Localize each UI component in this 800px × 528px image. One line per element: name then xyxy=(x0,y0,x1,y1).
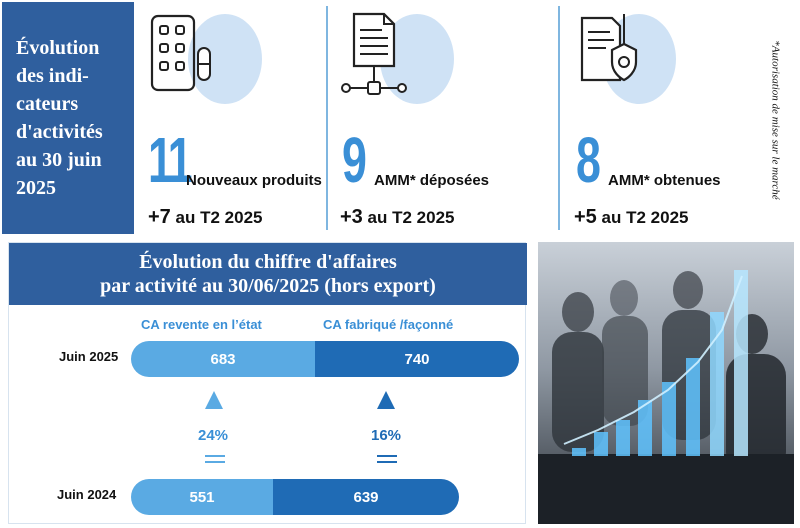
amm-obtained-number: 8 xyxy=(576,124,601,196)
amm-footnote-text: *Autorisation de mise sur le marché xyxy=(770,40,783,200)
amm-obtained-delta-prefix: +5 xyxy=(574,206,597,228)
amm-footnote: *Autorisation de mise sur le marché xyxy=(756,8,796,232)
new-products-number: 11 xyxy=(148,124,193,196)
business-growth-chart-icon xyxy=(538,270,794,524)
new-products-label: Nouveaux produits xyxy=(186,172,322,189)
amm-obtained-delta-suffix: au T2 2025 xyxy=(596,208,689,227)
revenue-by-activity-panel: Évolution du chiffre d'affaires par acti… xyxy=(8,242,527,524)
legend-manufactured: CA fabriqué /façonné xyxy=(323,317,454,332)
year-label-2025: Juin 2025 xyxy=(59,349,119,364)
stat-amm-obtained: 8 AMM* obtenues +5 au T2 2025 xyxy=(566,6,750,230)
equals-line xyxy=(205,455,225,457)
equals-line xyxy=(377,461,397,463)
stat-new-products: 11 Nouveaux produits +7 au T2 2025 xyxy=(142,6,328,230)
amm-filed-delta: +3 au T2 2025 xyxy=(340,206,454,229)
revenue-panel-header: Évolution du chiffre d'affaires par acti… xyxy=(9,243,527,305)
amm-filed-number: 9 xyxy=(342,124,367,196)
growth-manufactured-percent: 16% xyxy=(371,427,402,444)
bar-2025-manufactured: 740 xyxy=(315,341,519,377)
new-products-delta: +7 au T2 2025 xyxy=(148,206,262,229)
document-network-icon xyxy=(341,12,407,95)
bar-2024-manufactured: 639 xyxy=(273,479,459,515)
bar-2025-resale: 683 xyxy=(131,341,315,377)
amm-filed-delta-suffix: au T2 2025 xyxy=(362,208,455,227)
amm-obtained-label: AMM* obtenues xyxy=(608,172,721,189)
business-meeting-photo xyxy=(538,242,794,524)
pill-blister-icon xyxy=(150,14,211,92)
amm-obtained-delta: +5 au T2 2025 xyxy=(574,206,688,229)
year-label-2024: Juin 2024 xyxy=(57,487,117,502)
activity-indicators-section: Évolution des indi- cateurs d'activités … xyxy=(0,0,800,236)
indicators-title-box: Évolution des indi- cateurs d'activités … xyxy=(2,2,134,234)
new-products-delta-prefix: +7 xyxy=(148,206,171,228)
legend-resale: CA revente en l’état xyxy=(141,317,262,332)
equals-line xyxy=(205,461,225,463)
new-products-delta-suffix: au T2 2025 xyxy=(170,208,263,227)
revenue-title-line2: par activité au 30/06/2025 (hors export) xyxy=(100,275,436,297)
amm-filed-label: AMM* déposées xyxy=(374,172,490,189)
stat-amm-filed: 9 AMM* déposées +3 au T2 2025 xyxy=(334,6,560,230)
indicators-title: Évolution des indi- cateurs d'activités … xyxy=(16,37,103,199)
bar-2024-resale: 551 xyxy=(131,479,273,515)
revenue-title-line1: Évolution du chiffre d'affaires xyxy=(139,251,397,273)
growth-manufactured-arrow-icon xyxy=(377,391,395,409)
growth-resale-percent: 24% xyxy=(198,427,229,444)
equals-line xyxy=(377,455,397,457)
growth-resale-arrow-icon xyxy=(205,391,223,409)
document-shield-icon xyxy=(580,14,638,82)
amm-filed-delta-prefix: +3 xyxy=(340,206,363,228)
